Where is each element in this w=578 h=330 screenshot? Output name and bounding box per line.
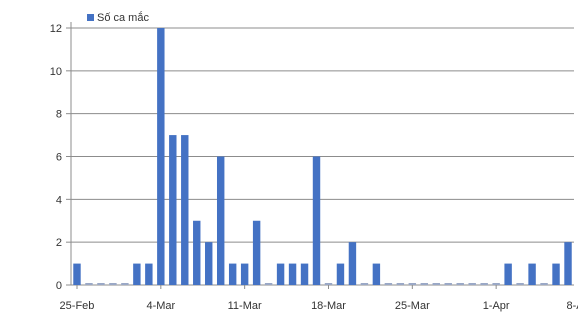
bar [193,220,201,285]
bar [216,156,225,285]
bar-zero [420,283,429,285]
bar [169,135,177,285]
y-tick-label: 4 [56,194,62,206]
gridlines [71,27,574,243]
bar-zero [85,283,93,285]
bar-zero [540,283,548,285]
x-tick-label: 25-Feb [60,300,95,312]
bar [528,263,536,285]
bar [252,220,261,285]
axes [66,22,574,289]
bar [205,242,213,285]
bar-zero [408,283,417,285]
x-tick-label: 18-Mar [311,300,346,312]
bar-zero [264,283,273,285]
x-tick-label: 8-Apr [567,300,578,312]
y-tick-label: 12 [50,23,62,35]
bar-zero [480,283,488,285]
bars [73,28,572,285]
y-tick-labels: 0 2 4 6 8 10 12 [50,23,62,292]
bar [240,263,249,285]
bar-zero [360,283,369,285]
bar [276,263,285,285]
x-tick-label: 1-Apr [483,300,510,312]
bar [133,263,141,285]
legend: Số ca mắc [87,11,149,24]
bar-zero [97,283,105,285]
bar-zero [324,283,333,285]
bar [552,263,560,285]
bar [228,263,237,285]
bar [348,242,357,285]
y-tick-label: 10 [50,66,62,78]
bar [157,28,165,285]
bar [181,135,189,285]
x-tick-label: 11-Mar [228,300,262,312]
bar [300,263,309,285]
y-tick-label: 0 [56,280,62,292]
legend-swatch [87,14,94,21]
bar-zero [444,283,452,285]
y-tick-label: 6 [56,152,62,164]
bar-zero [468,283,476,285]
bar-zero [384,283,393,285]
bar [288,263,297,285]
y-tick-label: 2 [56,237,62,249]
bar [372,263,381,285]
bar-zero [456,283,464,285]
bar-zero [492,283,500,285]
bar-zero [121,283,129,285]
bar-zero [432,283,440,285]
legend-label: Số ca mắc [97,11,149,24]
bar [145,263,153,285]
bar [73,263,81,285]
bar-zero [396,283,405,285]
bar [336,263,345,285]
bar [504,263,512,285]
bar-zero [109,283,117,285]
bar [564,242,572,285]
bar-zero [516,283,524,285]
x-tick-label: 4-Mar [146,300,175,312]
y-tick-label: 8 [56,109,62,121]
x-tick-labels: 25-Feb 4-Mar 11-Mar 18-Mar 25-Mar 1-Apr 8-Apr [60,300,578,312]
x-tick-label: 25-Mar [395,300,430,312]
bar [312,156,321,285]
